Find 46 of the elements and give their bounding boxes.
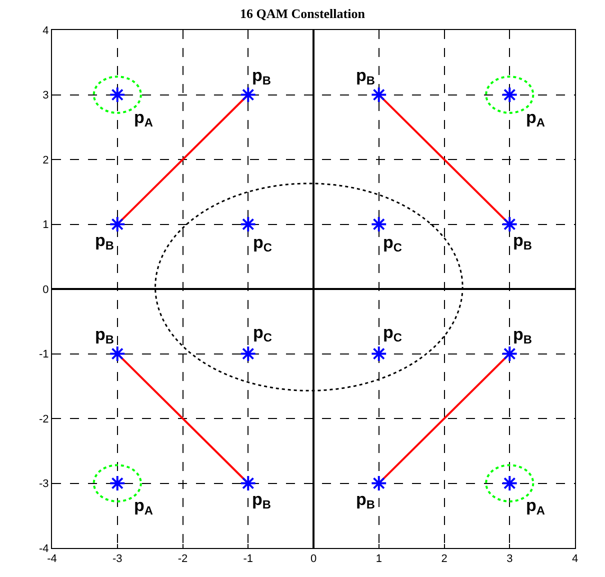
point bbox=[240, 475, 256, 492]
x-tick-label: -3 bbox=[112, 553, 122, 566]
x-tick-label: 2 bbox=[441, 553, 448, 566]
annotation: p$_{B}$ bbox=[356, 66, 376, 88]
annotation: p$_{B}$ bbox=[95, 231, 114, 253]
x-tick-label: -2 bbox=[178, 553, 188, 566]
point bbox=[370, 346, 388, 362]
chart-title: 16 QAM Constellation bbox=[240, 6, 366, 21]
point bbox=[109, 346, 126, 362]
annotation: p$_{C}$ bbox=[253, 233, 272, 255]
annotation: p$_{C}$ bbox=[253, 323, 272, 345]
annotation: p$_{B}$ bbox=[252, 66, 272, 88]
point bbox=[370, 86, 388, 103]
point bbox=[501, 346, 518, 362]
x-tick-label: 3 bbox=[506, 553, 513, 566]
y-tick-label: 0 bbox=[42, 284, 49, 296]
x-tick-label: 0 bbox=[310, 553, 317, 566]
point bbox=[370, 216, 388, 232]
y-tick-label: -3 bbox=[39, 478, 49, 490]
y-tick-label: 2 bbox=[42, 154, 49, 166]
annotation: p$_{C}$ bbox=[383, 233, 402, 255]
y-tick-label: 3 bbox=[42, 90, 49, 102]
x-tick-label: -1 bbox=[243, 553, 254, 566]
point bbox=[109, 216, 126, 232]
annotation: p$_{B}$ bbox=[95, 325, 114, 347]
annotation: p$_{A}$ bbox=[134, 496, 154, 518]
point bbox=[240, 346, 256, 362]
point bbox=[370, 475, 388, 492]
y-tick-label: 1 bbox=[42, 219, 49, 232]
point bbox=[501, 216, 518, 232]
annotation: p$_{A}$ bbox=[526, 108, 546, 130]
annotation: p$_{A}$ bbox=[526, 496, 546, 518]
annotation: p$_{C}$ bbox=[383, 323, 402, 345]
annotation: p$_{B}$ bbox=[513, 231, 532, 253]
y-tick-label: -1 bbox=[39, 348, 49, 361]
x-tick-label: 1 bbox=[376, 553, 382, 566]
annotation: p$_{B}$ bbox=[356, 490, 376, 512]
x-tick-label: 4 bbox=[572, 553, 578, 566]
annotation: p$_{B}$ bbox=[252, 490, 272, 512]
y-tick-label: 4 bbox=[42, 24, 49, 37]
y-tick-label: -2 bbox=[39, 413, 49, 426]
annotation: p$_{A}$ bbox=[134, 108, 154, 130]
point bbox=[240, 216, 256, 232]
y-tick-label: -4 bbox=[39, 542, 49, 555]
annotation: p$_{B}$ bbox=[513, 325, 532, 347]
point bbox=[240, 86, 256, 103]
